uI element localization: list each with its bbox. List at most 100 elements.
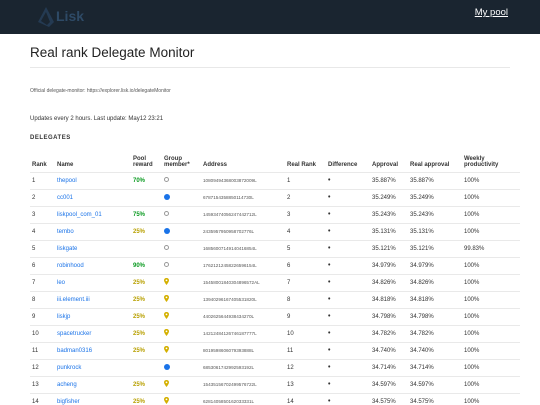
address-cell: 8019598606079393888L <box>201 341 285 359</box>
difference-dot-icon: • <box>328 279 331 286</box>
real-approval-cell: 34.597% <box>408 375 462 393</box>
real-approval-cell: 34.979% <box>408 256 462 274</box>
rank-cell: 6 <box>30 256 55 274</box>
real-approval-cell: 34.714% <box>408 358 462 376</box>
pool-reward-cell <box>131 188 162 206</box>
real-rank-cell: 4 <box>285 222 326 240</box>
column-header-group-member[interactable]: Group member* <box>164 155 190 168</box>
map-pin-icon <box>164 380 169 387</box>
difference-cell: • <box>326 324 370 342</box>
difference-dot-icon: • <box>328 262 331 269</box>
column-header-difference[interactable]: Difference <box>328 161 358 168</box>
group-member-cell <box>162 290 201 308</box>
logo-text: Lisk <box>56 8 85 24</box>
map-pin-icon <box>164 295 169 302</box>
real-approval-cell: 35.121% <box>408 239 462 257</box>
delegate-name-link[interactable]: liskpool_com_01 <box>55 205 131 223</box>
pool-reward-cell: 25% <box>131 375 162 393</box>
delegate-name-link[interactable]: liskgate <box>55 239 131 257</box>
delegate-name-link[interactable]: bigfisher <box>55 392 131 405</box>
address-cell: 2435957950958702776L <box>201 222 285 240</box>
real-approval-cell: 34.798% <box>408 307 462 325</box>
group-member-cell <box>162 239 201 257</box>
address-cell: 14212484126746187777L <box>201 324 285 342</box>
delegate-name-link[interactable]: cc001 <box>55 188 131 206</box>
column-header-pool-reward[interactable]: Pool reward <box>133 155 153 168</box>
real-rank-cell: 10 <box>285 324 326 342</box>
table-row: 12 punkrock 6853061742992593192L 12 • 34.714%… <box>30 358 520 376</box>
column-header-rank[interactable]: Rank <box>32 161 47 168</box>
column-header-name[interactable]: Name <box>57 161 74 168</box>
real-rank-cell: 11 <box>285 341 326 359</box>
page-title: Real rank Delegate Monitor <box>30 45 195 60</box>
table-row: 9 liskjp 25% 4402625644938434270L 9 • 34.798% 3… <box>30 307 520 325</box>
pool-reward-cell <box>131 358 162 376</box>
difference-dot-icon: • <box>328 228 331 235</box>
column-header-real-approval[interactable]: Real approval <box>410 161 450 168</box>
real-rank-cell: 7 <box>285 273 326 291</box>
real-rank-cell: 3 <box>285 205 326 223</box>
difference-dot-icon: • <box>328 296 331 303</box>
delegate-name-link[interactable]: leo <box>55 273 131 291</box>
delegate-name-link[interactable]: robinhood <box>55 256 131 274</box>
rank-cell: 4 <box>30 222 55 240</box>
real-approval-cell: 34.826% <box>408 273 462 291</box>
delegate-name-link[interactable]: acheng <box>55 375 131 393</box>
group-member-cell <box>162 205 201 223</box>
table-row: 5 liskgate 16856007149140416854L 5 • 35.121% 3… <box>30 239 520 257</box>
member-dot-icon <box>164 193 170 200</box>
group-member-cell <box>162 324 201 342</box>
approval-cell: 34.826% <box>370 273 408 291</box>
table-row: 10 spacetrucker 25% 14212484126746187777L 10… <box>30 324 520 342</box>
pool-reward-cell: 25% <box>131 341 162 359</box>
group-member-cell <box>162 188 201 206</box>
column-header-weekly-productivity[interactable]: Weekly productivity <box>464 155 499 168</box>
address-cell: 6787154358850114730L <box>201 188 285 206</box>
weekly-productivity-cell: 100% <box>462 171 520 189</box>
address-cell: 17621212458226596154L <box>201 256 285 274</box>
real-approval-cell: 34.782% <box>408 324 462 342</box>
member-dot-icon <box>164 227 170 234</box>
delegate-name-link[interactable]: badman0316 <box>55 341 131 359</box>
my-pool-link[interactable]: My pool <box>474 7 508 18</box>
real-approval-cell: 35.243% <box>408 205 462 223</box>
lisk-logo[interactable]: Lisk <box>36 6 96 28</box>
rank-cell: 2 <box>30 188 55 206</box>
weekly-productivity-cell: 100% <box>462 358 520 376</box>
rank-cell: 13 <box>30 375 55 393</box>
delegate-name-link[interactable]: iii.element.iii <box>55 290 131 308</box>
real-rank-cell: 13 <box>285 375 326 393</box>
map-pin-icon <box>164 312 169 319</box>
address-cell: 16856007149140416854L <box>201 239 285 257</box>
pool-reward-cell <box>131 239 162 257</box>
table-row: 6 robinhood 90% 17621212458226596154L 6 • 34.9… <box>30 256 520 274</box>
group-member-cell <box>162 307 201 325</box>
group-member-cell <box>162 375 201 393</box>
group-member-cell <box>162 273 201 291</box>
difference-cell: • <box>326 290 370 308</box>
column-header-address[interactable]: Address <box>203 161 228 168</box>
approval-cell: 34.782% <box>370 324 408 342</box>
rank-cell: 1 <box>30 171 55 189</box>
delegate-name-link[interactable]: tembo <box>55 222 131 240</box>
column-header-approval[interactable]: Approval <box>372 161 399 168</box>
column-header-real-rank[interactable]: Real Rank <box>287 161 317 168</box>
approval-cell: 34.979% <box>370 256 408 274</box>
weekly-productivity-cell: 100% <box>462 341 520 359</box>
delegate-name-link[interactable]: punkrock <box>55 358 131 376</box>
weekly-productivity-cell: 100% <box>462 324 520 342</box>
pool-reward-cell: 90% <box>131 256 162 274</box>
delegate-name-link[interactable]: spacetrucker <box>55 324 131 342</box>
real-approval-cell: 35.249% <box>408 188 462 206</box>
difference-cell: • <box>326 239 370 257</box>
address-cell: 10809494368003872009L <box>201 171 285 189</box>
address-cell: 4402625644938434270L <box>201 307 285 325</box>
delegate-name-link[interactable]: liskjp <box>55 307 131 325</box>
group-member-cell <box>162 171 201 189</box>
approval-cell: 35.887% <box>370 171 408 189</box>
difference-dot-icon: • <box>328 347 331 354</box>
map-pin-icon <box>164 397 169 405</box>
real-rank-cell: 9 <box>285 307 326 325</box>
delegate-name-link[interactable]: thepool <box>55 171 131 189</box>
weekly-productivity-cell: 100% <box>462 273 520 291</box>
